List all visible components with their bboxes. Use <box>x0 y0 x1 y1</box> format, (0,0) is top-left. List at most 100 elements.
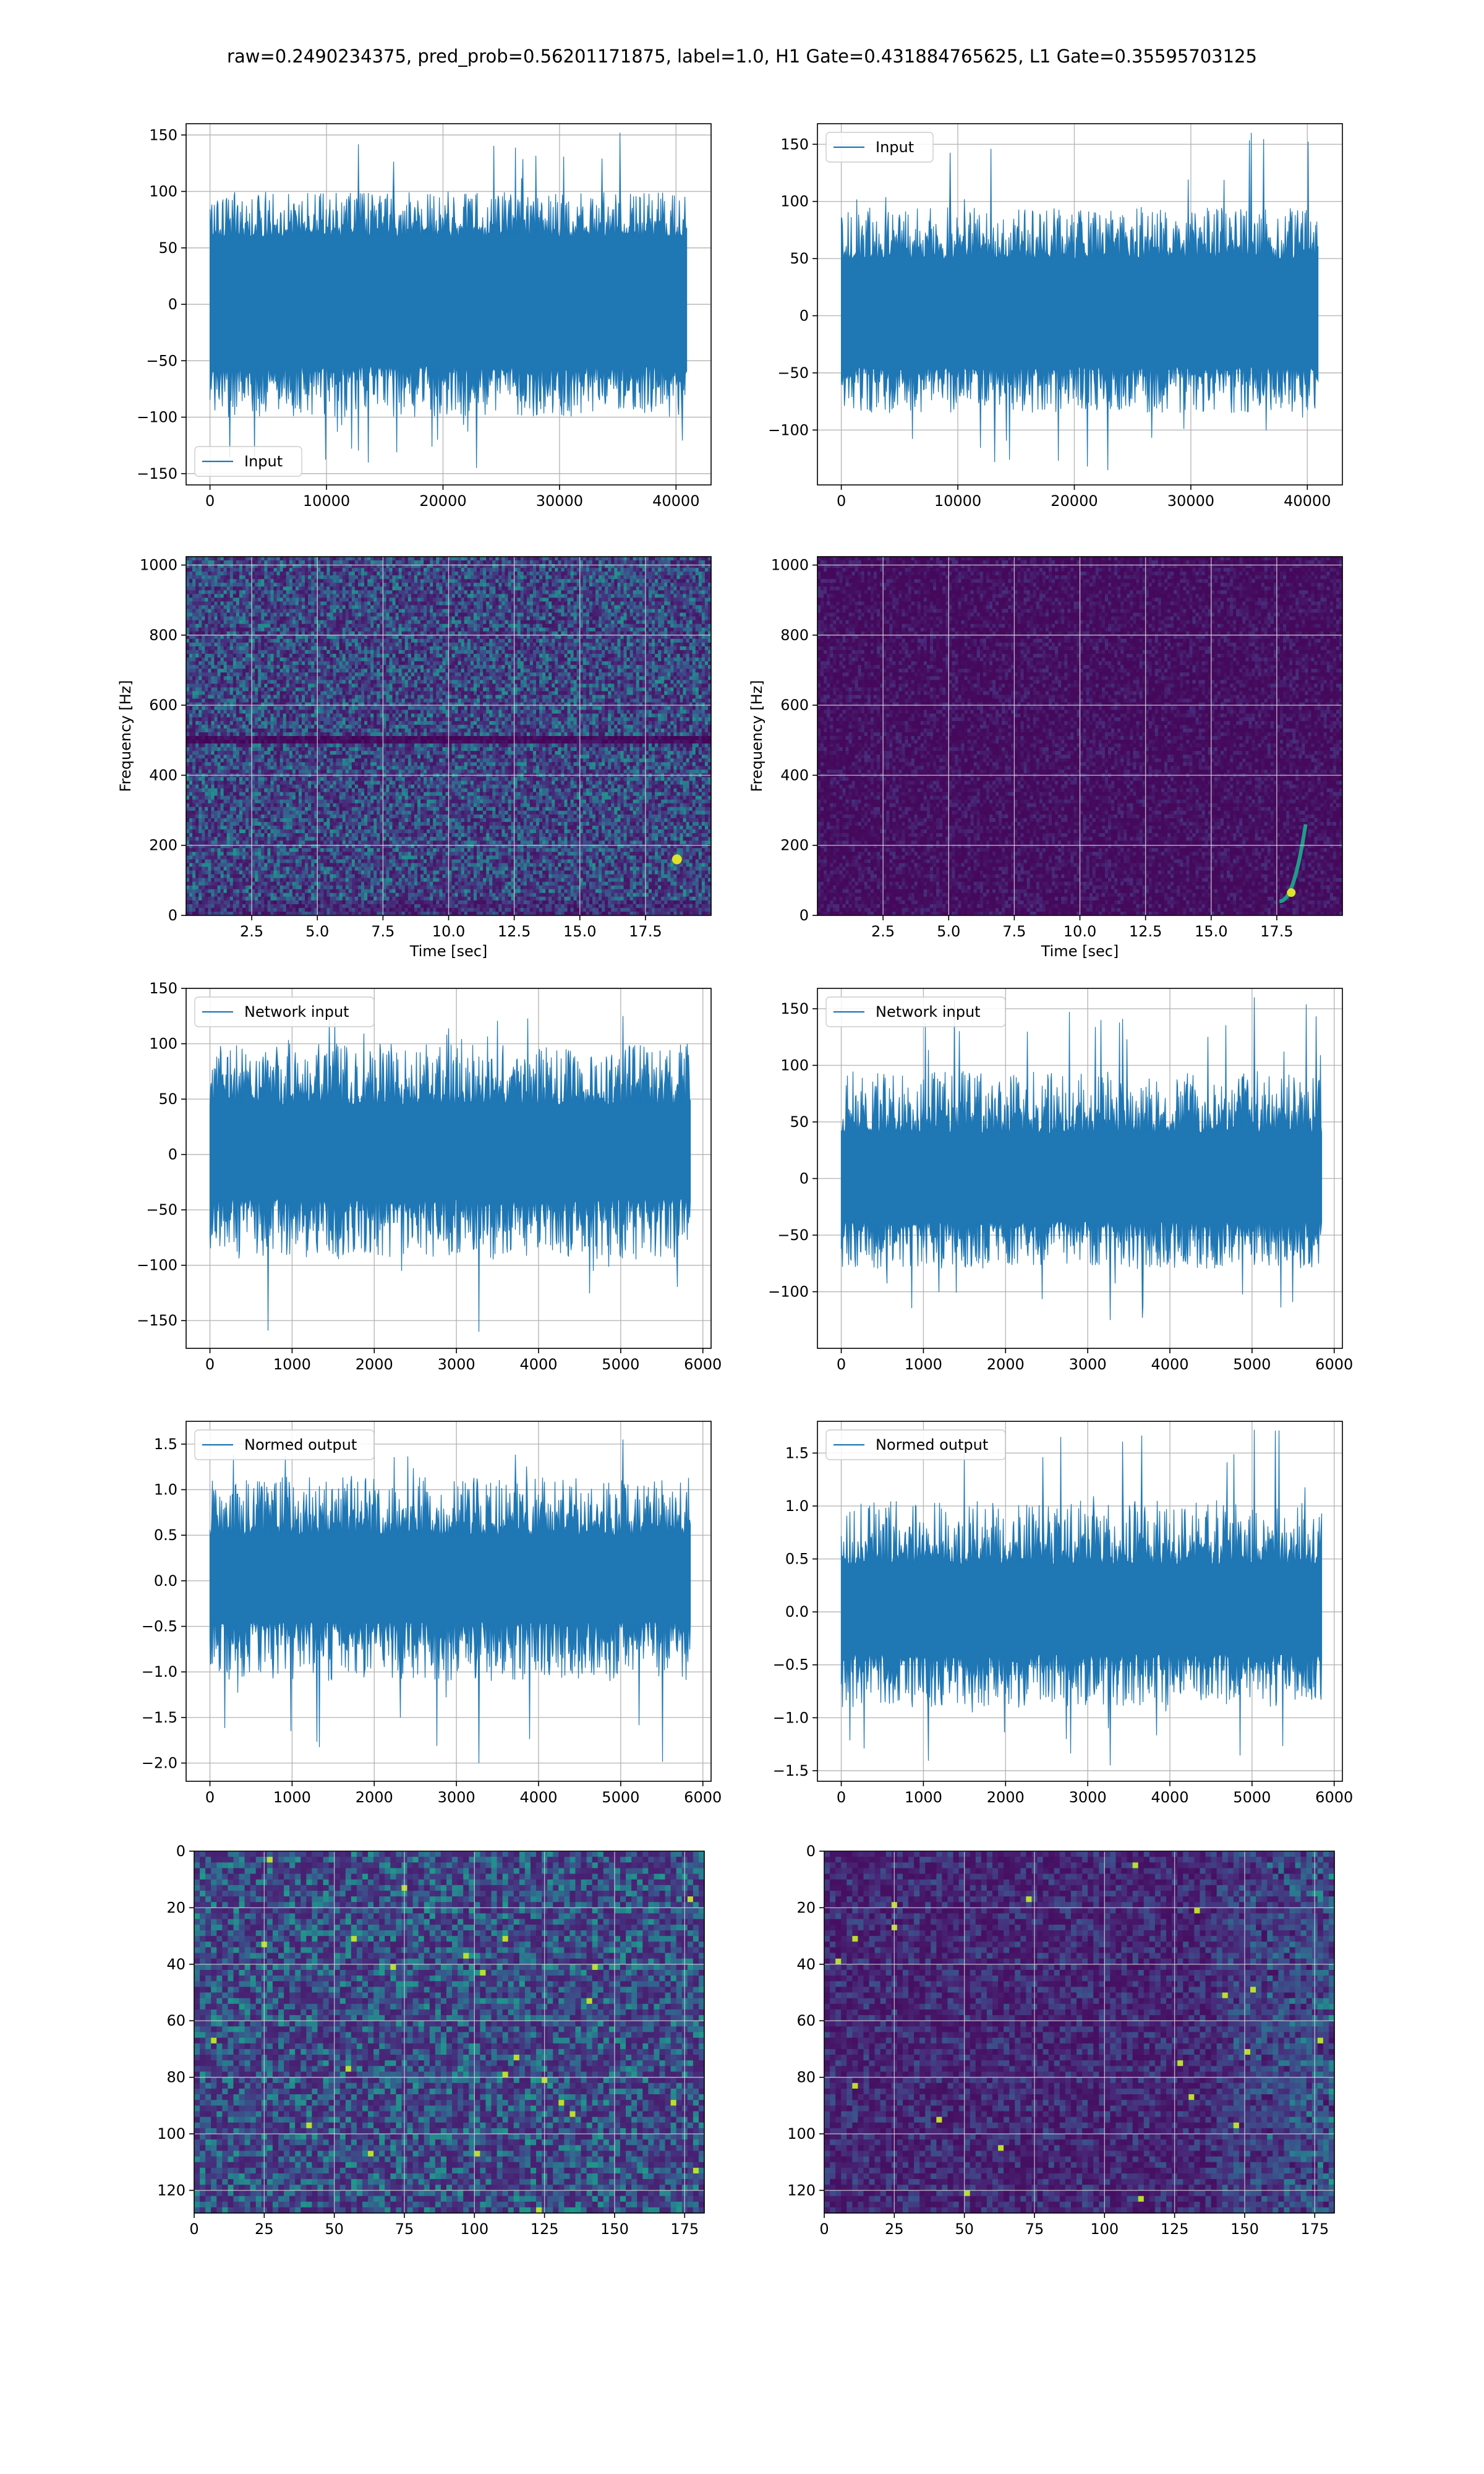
spectrogram-cell <box>548 628 552 632</box>
spectrogram-cell <box>558 620 561 625</box>
x-tick-label: 30000 <box>536 492 583 510</box>
spectrogram-cell <box>239 620 243 625</box>
spectrogram-cell <box>696 557 699 561</box>
spectrogram-cell <box>430 557 433 561</box>
spectrogram-cell <box>608 628 612 632</box>
spectrogram-cell <box>696 560 699 565</box>
spectrogram-cell <box>561 594 565 598</box>
spectrogram-cell <box>311 628 315 632</box>
spectrogram-cell <box>467 613 471 617</box>
spectrogram-cell <box>696 568 699 572</box>
spectrogram-cell <box>233 590 237 594</box>
x-tick-label: 0 <box>837 492 846 510</box>
spectrogram-cell <box>452 568 456 572</box>
spectrogram-cell <box>417 586 421 591</box>
spectrogram-cell <box>639 594 643 598</box>
spectrogram-cell <box>655 583 659 587</box>
spectrogram-cell <box>399 624 403 628</box>
spectrogram-cell <box>283 628 287 632</box>
spectrogram-cell <box>558 606 561 610</box>
spectrogram-cell <box>602 586 605 591</box>
spectrogram-cell <box>636 571 640 576</box>
spectrogram-cell <box>689 624 693 628</box>
spectrogram-cell <box>548 597 552 602</box>
spectrogram-cell <box>689 594 693 598</box>
spectrogram-cell <box>605 560 608 565</box>
spectrogram-cell <box>323 586 327 591</box>
spectrogram-cell <box>189 560 193 565</box>
spectrogram-cell <box>442 617 446 621</box>
spectrogram-cell <box>702 628 706 632</box>
spectrogram-cell <box>652 624 655 628</box>
spectrogram-cell <box>289 613 293 617</box>
spectrogram-cell <box>574 624 578 628</box>
spectrogram-cell <box>358 609 362 614</box>
spectrogram-cell <box>452 590 456 594</box>
spectrogram-cell <box>286 557 290 561</box>
spectrogram-cell <box>396 628 399 632</box>
spectrogram-cell <box>580 575 584 580</box>
spectrogram-cell <box>355 617 359 621</box>
spectrogram-cell <box>533 609 537 614</box>
spectrogram-cell <box>592 571 596 576</box>
spectrogram-cell <box>655 606 659 610</box>
spectrogram-cell <box>461 617 465 621</box>
spectrogram-cell <box>514 620 518 625</box>
spectrogram-cell <box>676 609 680 614</box>
spectrogram-cell <box>302 602 305 606</box>
spectrogram-cell <box>702 620 706 625</box>
spectrogram-cell <box>599 620 602 625</box>
spectrogram-cell <box>568 557 571 561</box>
spectrogram-cell <box>320 579 324 583</box>
spectrogram-cell <box>261 624 265 628</box>
spectrogram-cell <box>561 568 565 572</box>
spectrogram-cell <box>352 571 356 576</box>
spectrogram-cell <box>633 602 637 606</box>
spectrogram-cell <box>361 571 365 576</box>
spectrogram-cell <box>442 620 446 625</box>
spectrogram-cell <box>611 624 615 628</box>
spectrogram-cell <box>227 617 231 621</box>
spectrogram-cell <box>189 613 193 617</box>
spectrogram-cell <box>414 624 418 628</box>
spectrogram-cell <box>205 590 208 594</box>
spectrogram-cell <box>518 617 521 621</box>
spectrogram-cell <box>545 568 549 572</box>
spectrogram-cell <box>292 613 296 617</box>
spectrogram-cell <box>574 568 578 572</box>
spectrogram-cell <box>492 571 496 576</box>
spectrogram-cell <box>649 628 652 632</box>
spectrogram-cell <box>280 609 284 614</box>
spectrogram-cell <box>680 597 683 602</box>
spectrogram-cell <box>492 557 496 561</box>
spectrogram-cell <box>670 597 674 602</box>
spectrogram-cell <box>661 613 665 617</box>
spectrogram-cell <box>568 594 571 598</box>
spectrogram-cell <box>686 583 690 587</box>
spectrogram-cell <box>670 568 674 572</box>
spectrogram-cell <box>233 571 237 576</box>
spectrogram-cell <box>702 575 706 580</box>
spectrogram-cell <box>349 609 352 614</box>
spectrogram-cell <box>424 613 427 617</box>
spectrogram-cell <box>399 620 403 625</box>
spectrogram-cell <box>433 571 437 576</box>
spectrogram-cell <box>521 620 524 625</box>
spectrogram-cell <box>664 613 668 617</box>
spectrogram-cell <box>649 557 652 561</box>
spectrogram-cell <box>599 628 602 632</box>
spectrogram-cell <box>383 597 386 602</box>
spectrogram-cell <box>539 571 543 576</box>
spectrogram-cell <box>233 620 237 625</box>
spectrogram-cell <box>358 568 362 572</box>
spectrogram-cell <box>620 571 624 576</box>
spectrogram-cell <box>417 557 421 561</box>
spectrogram-cell <box>495 624 499 628</box>
spectrogram-cell <box>527 557 531 561</box>
spectrogram-cell <box>189 606 193 610</box>
spectrogram-cell <box>442 597 446 602</box>
spectrogram-cell <box>539 594 543 598</box>
spectrogram-cell <box>658 590 662 594</box>
spectrogram-cell <box>689 606 693 610</box>
spectrogram-cell <box>330 606 333 610</box>
